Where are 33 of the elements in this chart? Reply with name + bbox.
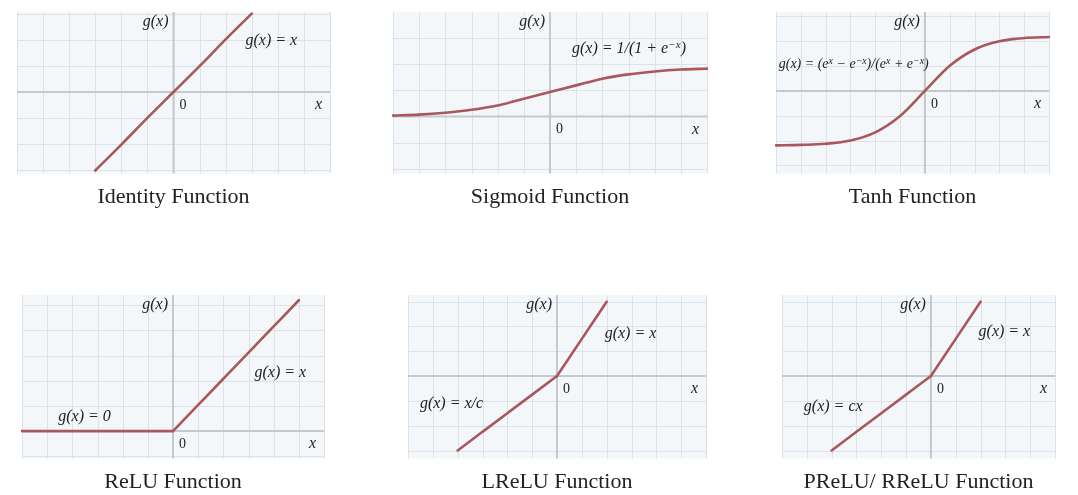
series-label: g(x) = x (245, 29, 298, 49)
y-axis-title: g(x) (142, 295, 168, 314)
text: g(x) = (e$^{x}$ − e$^{−x}$)/(e$^{x}$ + e$^{−x}$) (778, 54, 929, 71)
text: LReLU Function (481, 467, 633, 493)
series-label: g(x) = 0 (58, 406, 111, 426)
text: 0 (179, 435, 186, 451)
y-axis-title: g(x) (900, 295, 926, 314)
series-label: g(x) = 1/(1 + e$^{−x}$) (571, 37, 687, 58)
text: Sigmoid Function (470, 182, 630, 208)
y-axis-title: g(x) (142, 12, 169, 31)
y-axis-title: g(x) (519, 12, 545, 31)
text: Tanh Function (848, 182, 977, 208)
series-label: g(x) = x (254, 362, 307, 382)
annotation: 0 (563, 380, 570, 396)
annotation: 0 (930, 95, 938, 111)
y-axis-title: g(x) (894, 12, 920, 31)
text: PReLU/ RReLU Function (803, 467, 1034, 493)
series-label: g(x) = x (604, 322, 657, 342)
series-label: g(x) = x/c (419, 393, 484, 413)
series-label: g(x) = cx (803, 396, 863, 416)
text: 0 (556, 121, 563, 137)
text: Identity Function (97, 182, 250, 208)
text: ReLU Function (104, 467, 242, 493)
y-axis-title: g(x) (526, 295, 552, 314)
x-axis-title: x (1038, 379, 1047, 397)
x-axis-title: x (689, 379, 698, 397)
x-axis-title: x (690, 119, 699, 137)
annotation: 0 (936, 380, 944, 396)
series-label: g(x) = x (978, 321, 1031, 341)
annotation: 0 (179, 96, 187, 112)
x-axis-title: x (313, 95, 322, 113)
x-axis-title: x (1032, 94, 1041, 112)
x-axis-title: x (307, 434, 316, 452)
